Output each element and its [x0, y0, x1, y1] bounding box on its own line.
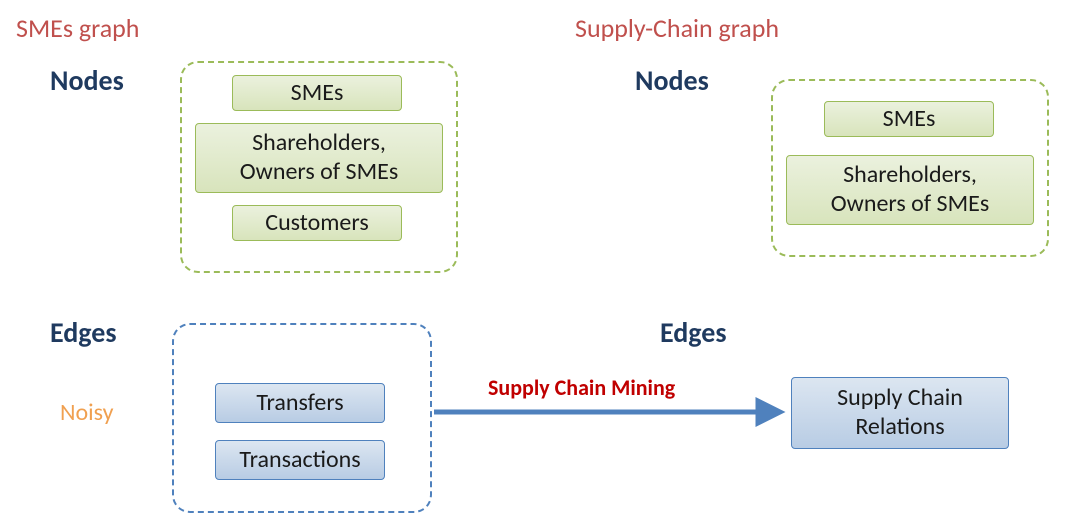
supply-chain-mining-arrow — [0, 0, 1072, 531]
supply-chain-mining-label: Supply Chain Mining — [488, 374, 675, 401]
